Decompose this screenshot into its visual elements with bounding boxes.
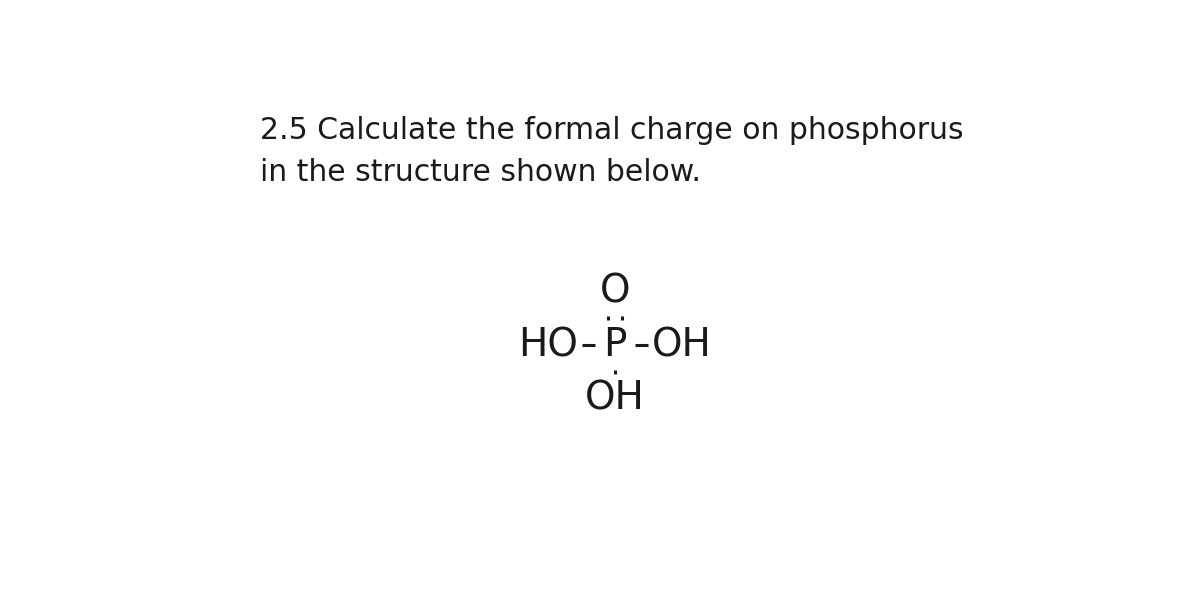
Text: OH: OH: [652, 326, 712, 364]
Text: OH: OH: [586, 380, 644, 417]
Text: 2.5 Calculate the formal charge on phosphorus: 2.5 Calculate the formal charge on phosp…: [259, 116, 964, 145]
Text: in the structure shown below.: in the structure shown below.: [259, 159, 701, 188]
Text: P: P: [604, 326, 626, 364]
Text: O: O: [600, 272, 630, 310]
Text: HO: HO: [518, 326, 578, 364]
